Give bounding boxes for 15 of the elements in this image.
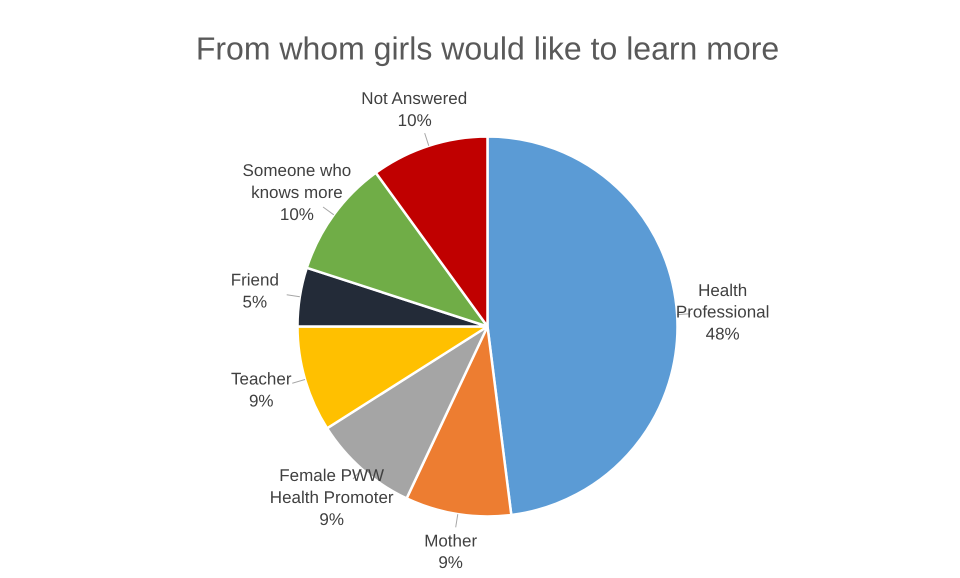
slice-label: Health Professional bbox=[676, 280, 770, 322]
data-label: 9% bbox=[438, 553, 463, 572]
chart-title: From whom girls would like to learn more bbox=[196, 30, 780, 66]
data-label: 10% bbox=[280, 204, 314, 224]
data-label: 9% bbox=[248, 392, 274, 411]
data-label: 5% bbox=[242, 292, 268, 312]
data-label: 10% bbox=[398, 111, 432, 130]
data-label: 48% bbox=[706, 324, 740, 344]
slice-label: Not Answered bbox=[361, 89, 468, 108]
slice-label: Female PWW Health Promoter bbox=[270, 466, 394, 508]
slice-label: Someone who knows more bbox=[242, 161, 352, 202]
slice-label: Teacher bbox=[231, 370, 292, 389]
slice-label: Friend bbox=[230, 270, 279, 290]
data-label: 9% bbox=[319, 510, 344, 529]
slice-label: Mother bbox=[424, 531, 478, 550]
